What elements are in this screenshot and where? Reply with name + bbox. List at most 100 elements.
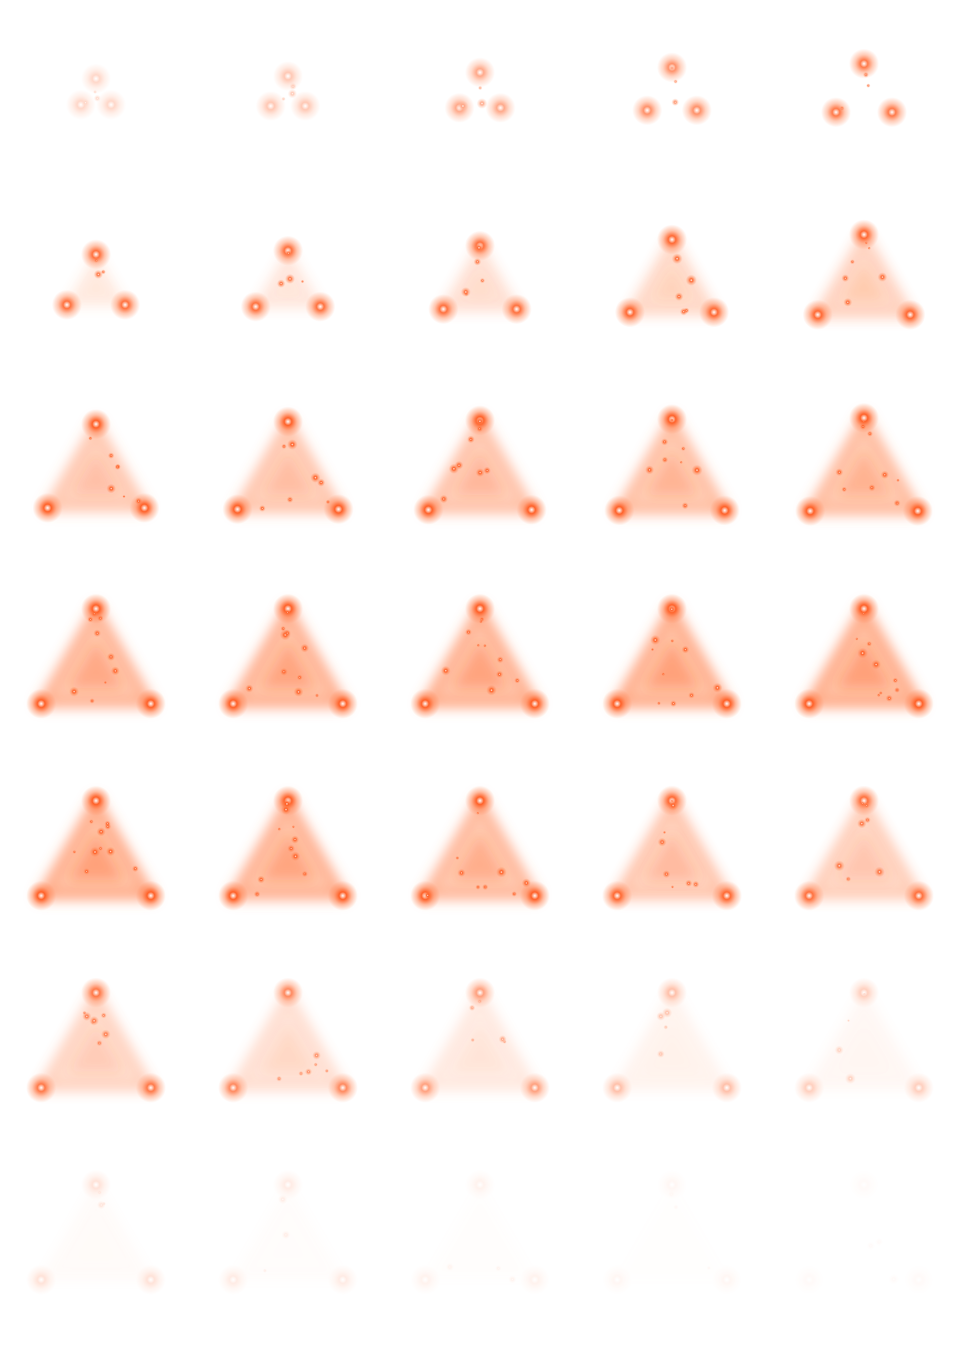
spark <box>300 279 305 284</box>
spark <box>875 1238 883 1246</box>
corner-orb <box>255 91 286 121</box>
corner-orb <box>218 1072 249 1103</box>
corner-orb <box>849 48 879 79</box>
spark <box>465 628 472 636</box>
spark <box>81 98 90 107</box>
spark <box>871 659 881 670</box>
corner-orb <box>327 1072 358 1103</box>
spark <box>691 464 703 476</box>
spark <box>681 446 686 451</box>
spark <box>122 495 126 498</box>
spark <box>864 241 868 245</box>
corner-orb <box>903 1072 934 1103</box>
corner-orb <box>794 1072 825 1103</box>
spark <box>296 674 303 681</box>
spark <box>475 468 485 477</box>
corner-orb <box>327 1264 358 1295</box>
sprite-frame <box>576 194 768 386</box>
corner-orb <box>632 95 663 126</box>
corner-orb <box>81 409 111 440</box>
spark <box>93 629 101 637</box>
spark <box>663 1024 669 1030</box>
sprite-frame <box>192 578 384 770</box>
spark <box>102 1201 106 1206</box>
spark <box>669 417 674 423</box>
spark <box>483 466 491 475</box>
corner-orb <box>135 880 166 911</box>
sprite-frame <box>192 194 384 386</box>
spark <box>668 800 679 811</box>
corner-orb <box>657 977 687 1008</box>
spark <box>893 499 901 507</box>
spark <box>880 470 889 479</box>
triangle-effect-icon <box>26 785 166 911</box>
corner-orb <box>821 97 851 128</box>
triangle-effect-icon <box>26 977 166 1103</box>
corner-orb <box>516 494 547 525</box>
triangle-glow <box>617 992 727 1088</box>
corner-orb <box>711 1072 742 1103</box>
sprite-frame <box>384 1154 576 1346</box>
corner-orb <box>903 688 934 719</box>
spark <box>439 494 448 504</box>
sprite-frame <box>768 2 960 194</box>
spark <box>868 484 876 492</box>
sprite-frame <box>0 1154 192 1346</box>
triangle-core <box>71 452 121 494</box>
triangle-effect-icon <box>413 405 547 525</box>
corner-orb <box>802 299 833 330</box>
corner-orb <box>602 1264 633 1295</box>
spark <box>467 435 475 444</box>
corner-orb <box>465 593 495 624</box>
corner-orb <box>602 688 633 719</box>
corner-orb <box>26 880 57 911</box>
spark <box>324 1068 329 1073</box>
spark <box>276 1075 282 1082</box>
spark <box>863 802 870 809</box>
triangle-effect-icon <box>602 1169 742 1295</box>
corner-orb <box>849 593 879 624</box>
spark <box>280 668 288 676</box>
spark <box>692 880 700 888</box>
spark <box>834 1045 844 1055</box>
corner-orb <box>657 1169 687 1200</box>
spark <box>305 1068 312 1076</box>
spark <box>894 687 900 693</box>
triangle-core <box>840 261 888 302</box>
spark <box>669 65 675 71</box>
corner-orb <box>129 492 160 523</box>
spark <box>847 1019 850 1023</box>
spark <box>245 684 254 693</box>
sprite-frame <box>0 962 192 1154</box>
spark <box>89 698 95 704</box>
corner-orb <box>465 977 495 1008</box>
spark <box>673 1204 679 1210</box>
spark <box>835 468 844 476</box>
spark <box>867 246 871 250</box>
corner-orb <box>135 688 166 719</box>
spark <box>657 701 661 706</box>
triangle-effect-icon <box>768 1154 960 1346</box>
spark <box>495 670 504 678</box>
triangle-effect-icon <box>444 57 516 123</box>
spark <box>298 1071 304 1076</box>
spark <box>866 641 872 647</box>
corner-orb <box>81 977 111 1008</box>
sprite-frame <box>576 386 768 578</box>
spark <box>866 83 871 88</box>
corner-orb <box>410 1264 441 1295</box>
spark <box>495 1265 502 1272</box>
corner-orb <box>519 1072 550 1103</box>
spark <box>859 423 867 430</box>
corner-orb <box>81 593 111 624</box>
corner-orb <box>904 1265 934 1295</box>
corner-orb <box>218 688 249 719</box>
spark <box>287 439 298 450</box>
sprite-frame <box>192 1154 384 1346</box>
spark <box>114 464 121 470</box>
spark <box>325 499 331 505</box>
corner-orb <box>290 91 321 121</box>
corner-orb <box>519 880 550 911</box>
corner-orb <box>615 297 645 328</box>
